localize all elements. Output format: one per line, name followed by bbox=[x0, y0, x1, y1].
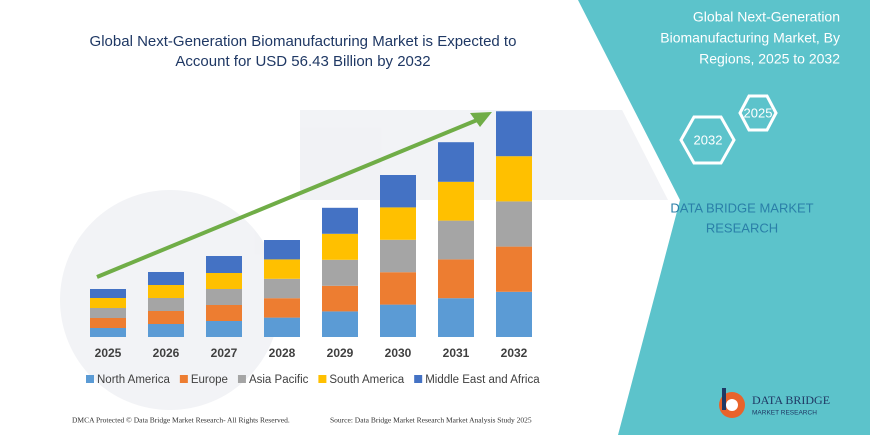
bar-segment bbox=[264, 298, 300, 318]
bar-segment bbox=[206, 256, 242, 273]
panel bbox=[578, 0, 870, 435]
panel-title: Biomanufacturing Market, By bbox=[660, 30, 840, 46]
hexagon bbox=[679, 115, 736, 165]
bar-segment bbox=[438, 142, 474, 182]
bar-segment bbox=[380, 304, 416, 337]
arrow-head bbox=[470, 112, 492, 127]
legend-swatch bbox=[179, 375, 188, 383]
logo-tagline: MARKET RESEARCH bbox=[752, 410, 817, 417]
bar-segment bbox=[438, 181, 474, 221]
bar-segment bbox=[496, 111, 532, 157]
bar-segment bbox=[148, 324, 184, 337]
bar-segment bbox=[322, 311, 358, 337]
bar-segment bbox=[90, 289, 126, 298]
bar-segment bbox=[380, 175, 416, 208]
bar-segment bbox=[264, 317, 300, 337]
logo-name: DATA BRIDGE bbox=[752, 393, 830, 407]
chart-title: Account for USD 56.43 Billion by 2032 bbox=[175, 53, 430, 70]
bar-segment bbox=[148, 311, 184, 324]
logo-icon bbox=[719, 388, 745, 418]
legend-swatch bbox=[318, 375, 327, 383]
bar-segment bbox=[496, 246, 532, 292]
bar-segment bbox=[264, 240, 300, 260]
bar-segment bbox=[206, 289, 242, 305]
legend-label: Middle East and Africa bbox=[425, 374, 540, 386]
badge-label: 2032 bbox=[694, 132, 723, 147]
bar-segment bbox=[496, 201, 532, 247]
bar-segment bbox=[438, 220, 474, 260]
bar-segment bbox=[206, 273, 242, 289]
x-tick-label: 2030 bbox=[385, 346, 412, 360]
bar-segment bbox=[438, 259, 474, 299]
legend-label: Europe bbox=[191, 374, 228, 386]
x-tick-label: 2029 bbox=[327, 346, 354, 360]
bar-segment bbox=[90, 298, 126, 308]
bar-segment bbox=[90, 328, 126, 337]
brand-text: RESEARCH bbox=[706, 220, 778, 235]
footer-text: Source: Data Bridge Market Research Mark… bbox=[330, 416, 532, 425]
bar-segment bbox=[90, 318, 126, 328]
legend-label: North America bbox=[97, 374, 170, 386]
bar-segment bbox=[322, 233, 358, 260]
bar-segment bbox=[206, 321, 242, 337]
bar-segment bbox=[148, 285, 184, 298]
bar-segment bbox=[496, 291, 532, 337]
legend-label: South America bbox=[329, 374, 404, 386]
bar-segment bbox=[380, 207, 416, 240]
bar-segment bbox=[322, 259, 358, 286]
legend-swatch bbox=[414, 375, 423, 383]
badge-label: 2025 bbox=[744, 105, 773, 120]
x-tick-label: 2031 bbox=[443, 346, 470, 360]
x-tick-label: 2032 bbox=[501, 346, 528, 360]
panel-title: Global Next-Generation bbox=[693, 9, 840, 25]
legend-label: Asia Pacific bbox=[249, 374, 309, 386]
bar-segment bbox=[148, 272, 184, 285]
bar-segment bbox=[496, 156, 532, 202]
trend-arrow bbox=[96, 116, 483, 279]
bar-segment bbox=[380, 272, 416, 305]
x-tick-label: 2026 bbox=[153, 346, 180, 360]
bar-segment bbox=[90, 308, 126, 318]
panel-title: Regions, 2025 to 2032 bbox=[699, 51, 840, 67]
x-tick-label: 2028 bbox=[269, 346, 296, 360]
bar-segment bbox=[322, 207, 358, 234]
brand-text: DATA BRIDGE MARKET bbox=[670, 200, 813, 215]
x-tick-label: 2025 bbox=[95, 346, 122, 360]
bar-segment bbox=[322, 285, 358, 312]
legend-swatch bbox=[86, 375, 94, 383]
footer-text: DMCA Protected © Data Bridge Market Rese… bbox=[72, 416, 290, 425]
bar-segment bbox=[148, 298, 184, 311]
x-tick-label: 2027 bbox=[211, 346, 238, 360]
bar-segment bbox=[380, 239, 416, 273]
legend-swatch bbox=[237, 375, 246, 383]
hexagon bbox=[738, 94, 778, 132]
bar-segment bbox=[438, 298, 474, 337]
bar-segment bbox=[264, 259, 300, 279]
chart-title: Global Next-Generation Biomanufacturing … bbox=[90, 33, 517, 50]
bar-segment bbox=[264, 278, 300, 299]
bar-segment bbox=[206, 305, 242, 321]
